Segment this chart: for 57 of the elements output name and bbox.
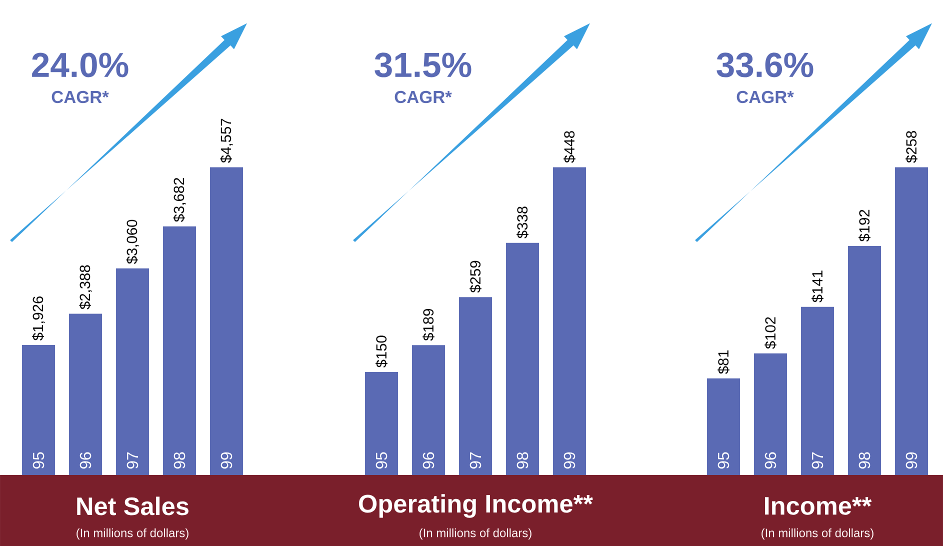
x-tick-label: 99 [564, 452, 576, 469]
text: 31.5% [374, 52, 472, 78]
bar [459, 297, 492, 475]
data-label: $4,557 [220, 118, 233, 163]
x-tick-label: 98 [174, 452, 186, 469]
text: CAGR* [736, 90, 794, 104]
bar [163, 226, 196, 475]
x-tick-label: 99 [906, 452, 918, 469]
x-tick-label: 95 [32, 452, 44, 469]
data-label: $102 [764, 317, 776, 349]
data-label: $3,682 [173, 178, 186, 222]
data-label: $258 [906, 131, 918, 163]
data-label: $192 [858, 210, 870, 242]
data-label: $3,060 [126, 220, 139, 264]
x-tick-label: 95 [718, 452, 730, 469]
bar [365, 372, 398, 475]
bar [210, 167, 243, 475]
data-label: $189 [422, 308, 434, 341]
data-label: $1,926 [32, 296, 45, 341]
x-tick-label: 99 [220, 452, 232, 469]
bar [116, 268, 150, 475]
bar [22, 344, 56, 475]
text: CAGR* [394, 90, 452, 104]
x-tick-label: 98 [858, 452, 870, 469]
x-tick-label: 97 [126, 452, 138, 469]
bar [754, 353, 787, 475]
text: 24.0% [32, 52, 128, 78]
bar [707, 378, 740, 475]
data-label: $448 [564, 131, 576, 163]
text: Net Sales [77, 496, 188, 516]
text: (In millions of dollars) [762, 528, 874, 540]
bar [412, 345, 446, 475]
text: (In millions of dollars) [420, 528, 532, 540]
x-tick-label: 96 [80, 452, 92, 469]
bar [800, 306, 834, 475]
x-tick-label: 97 [470, 452, 482, 469]
data-label: $2,388 [79, 265, 92, 310]
data-label: $150 [376, 336, 388, 368]
text: 33.6% [716, 52, 814, 78]
data-label: $81 [718, 350, 730, 374]
bar [506, 242, 539, 475]
data-label: $338 [516, 206, 528, 238]
text: (In millions of dollars) [76, 528, 188, 540]
x-tick-label: 96 [764, 452, 776, 469]
x-tick-label: 98 [516, 452, 528, 469]
text: Operating Income** [359, 494, 593, 518]
bar [553, 167, 586, 475]
data-label: $141 [812, 270, 824, 302]
bar [894, 167, 928, 475]
x-tick-label: 97 [812, 452, 824, 469]
x-tick-label: 96 [422, 452, 434, 469]
bar [69, 314, 102, 475]
x-tick-label: 95 [376, 452, 388, 469]
text: CAGR* [52, 90, 109, 104]
data-label: $259 [470, 260, 482, 293]
bar [848, 246, 881, 475]
text: Income** [764, 497, 872, 515]
